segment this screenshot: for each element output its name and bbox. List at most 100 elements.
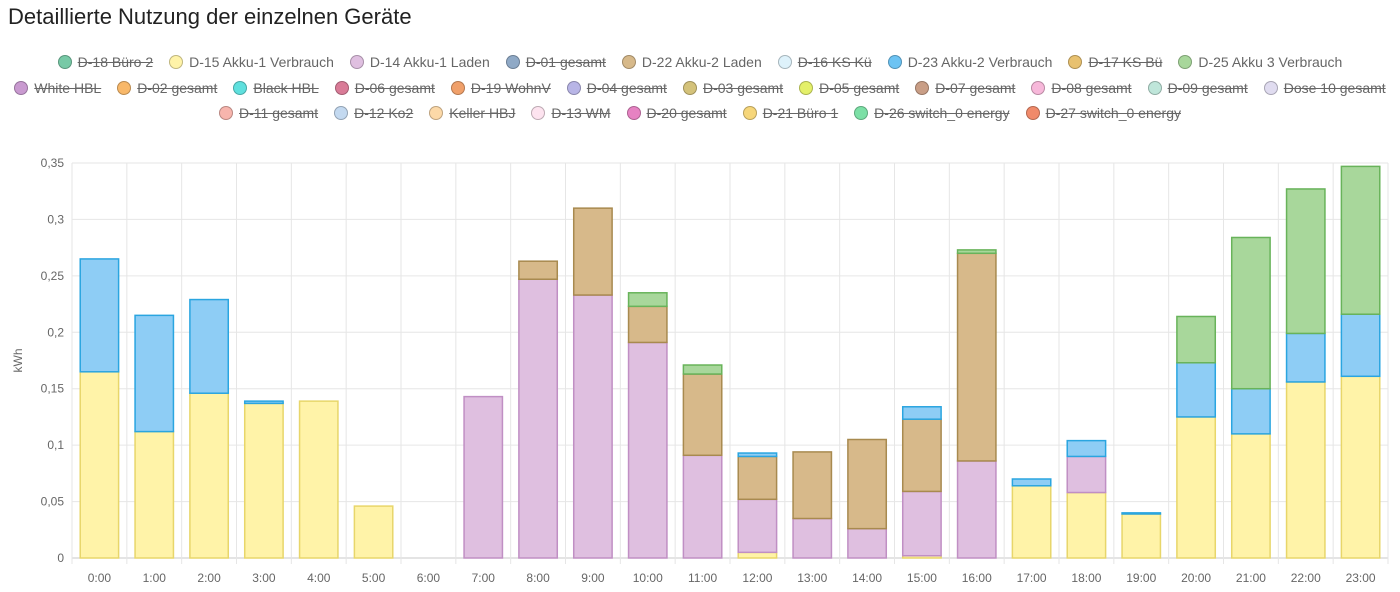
legend-item[interactable]: D-04 gesamt [566,76,667,102]
legend-item[interactable]: Dose 10 gesamt [1263,76,1386,102]
bar-segment [1285,381,1326,559]
bar-segment [1340,313,1381,378]
legend-item[interactable]: D-11 gesamt [219,101,318,127]
legend-item[interactable]: D-23 Akku-2 Verbrauch [887,50,1053,76]
x-tick-label: 23:00 [1346,571,1376,585]
legend-swatch [1147,80,1162,95]
y-tick-label: 0,25 [41,269,65,283]
x-tick-label: 9:00 [581,571,605,585]
bar-segment [1230,387,1271,435]
legend-label: D-20 gesamt [646,105,727,121]
bar-segment [79,371,120,559]
legend-item[interactable]: D-19 WohnV [450,76,551,102]
chart-title: Detaillierte Nutzung der einzelnen Gerät… [8,4,412,29]
bar-segment [682,364,723,375]
legend-item[interactable]: D-01 gesamt [505,50,606,76]
bar-segment [956,249,997,255]
x-tick-label: 6:00 [417,571,441,585]
legend-item[interactable]: D-15 Akku-1 Verbrauch [169,50,334,76]
bar-segment [572,207,613,296]
bar-segment [1176,315,1217,364]
legend-item[interactable]: D-22 Akku-2 Laden [621,50,762,76]
legend-item[interactable]: D-07 gesamt [915,76,1015,102]
y-tick-label: 0,35 [41,156,65,170]
legend-swatch [169,55,184,69]
legend-label: D-08 gesamt [1051,79,1132,96]
bar-segment [737,455,778,501]
legend-label: D-19 WohnV [470,79,551,96]
legend-label: D-13 WM [551,105,611,121]
legend-item[interactable]: Keller HBJ [429,101,515,127]
bar-segment [682,454,723,559]
legend-swatch [429,106,444,120]
legend-label: D-26 switch_0 energy [874,105,1010,121]
legend-item[interactable]: D-03 gesamt [682,76,784,102]
legend-label: D-21 Büro 1 [762,105,839,121]
bar-segment [1066,455,1107,494]
bar-segment [463,395,504,559]
bar-segment [901,406,942,420]
x-tick-label: 14:00 [852,571,882,585]
x-tick-label: 7:00 [472,571,496,585]
bar-segment [1340,165,1381,315]
bar-segment [1230,236,1271,390]
legend-item[interactable]: D-21 Büro 1 [742,101,839,127]
legend-item[interactable]: D-27 switch_0 energy [1025,101,1181,127]
x-tick-label: 16:00 [962,571,992,585]
legend-swatch [1031,80,1046,95]
legend-swatch [531,106,546,120]
legend-swatch [57,55,72,69]
legend-label: D-09 gesamt [1167,79,1248,96]
legend-swatch [349,55,364,69]
legend-item[interactable]: D-09 gesamt [1147,76,1248,102]
legend-item[interactable]: D-05 gesamt [799,76,899,102]
legend-item[interactable]: D-06 gesamt [334,76,435,102]
bar-segment [243,402,284,559]
bar-segment [1230,433,1271,559]
bar-segment [627,305,668,344]
x-tick-label: 20:00 [1181,571,1211,585]
legend-item[interactable]: D-17 KS Bü [1068,50,1162,76]
legend-swatch [887,55,902,69]
bar-segment [572,294,613,559]
legend-item[interactable]: D-25 Akku 3 Verbrauch [1178,50,1342,76]
legend-item[interactable]: D-13 WM [531,101,611,127]
legend-label: D-03 gesamt [702,79,784,96]
legend-item[interactable]: D-18 Büro 2 [57,50,153,76]
bar-segment [956,460,997,559]
legend-swatch [682,80,697,95]
legend-item[interactable]: Black HBL [233,76,319,102]
bar-segment [1176,416,1217,559]
legend-item[interactable]: White HBL [14,76,101,102]
bar-segment [189,298,230,394]
bar-segment [1340,375,1381,559]
bar-segment [518,260,559,280]
legend-item[interactable]: D-12 Ko2 [334,101,413,127]
legend-item[interactable]: D-20 gesamt [626,101,727,127]
bar-segment [737,551,778,559]
legend-swatch [621,55,636,69]
legend-label: D-23 Akku-2 Verbrauch [907,54,1053,70]
bar-segment [134,430,175,559]
legend-swatch [233,80,248,95]
bar-segment [847,438,888,530]
bar-segment [1066,491,1107,559]
legend-item[interactable]: D-14 Akku-1 Laden [349,50,490,76]
legend-swatch [14,80,29,95]
y-tick-label: 0 [57,551,64,565]
legend-item[interactable]: D-16 KS Kü [777,50,872,76]
bar-segment [1285,332,1326,383]
x-tick-label: 8:00 [526,571,550,585]
legend-item[interactable]: D-26 switch_0 energy [854,101,1010,127]
bar-segment [518,278,559,559]
x-tick-label: 13:00 [797,571,827,585]
legend-swatch [219,106,233,120]
bar-segment [737,498,778,554]
legend-item[interactable]: D-08 gesamt [1031,76,1132,102]
legend-swatch [1025,106,1040,120]
legend-item[interactable]: D-02 gesamt [117,76,217,102]
bar-segment [627,292,668,308]
legend-swatch [450,80,465,95]
legend-label: D-16 KS Kü [797,54,872,70]
